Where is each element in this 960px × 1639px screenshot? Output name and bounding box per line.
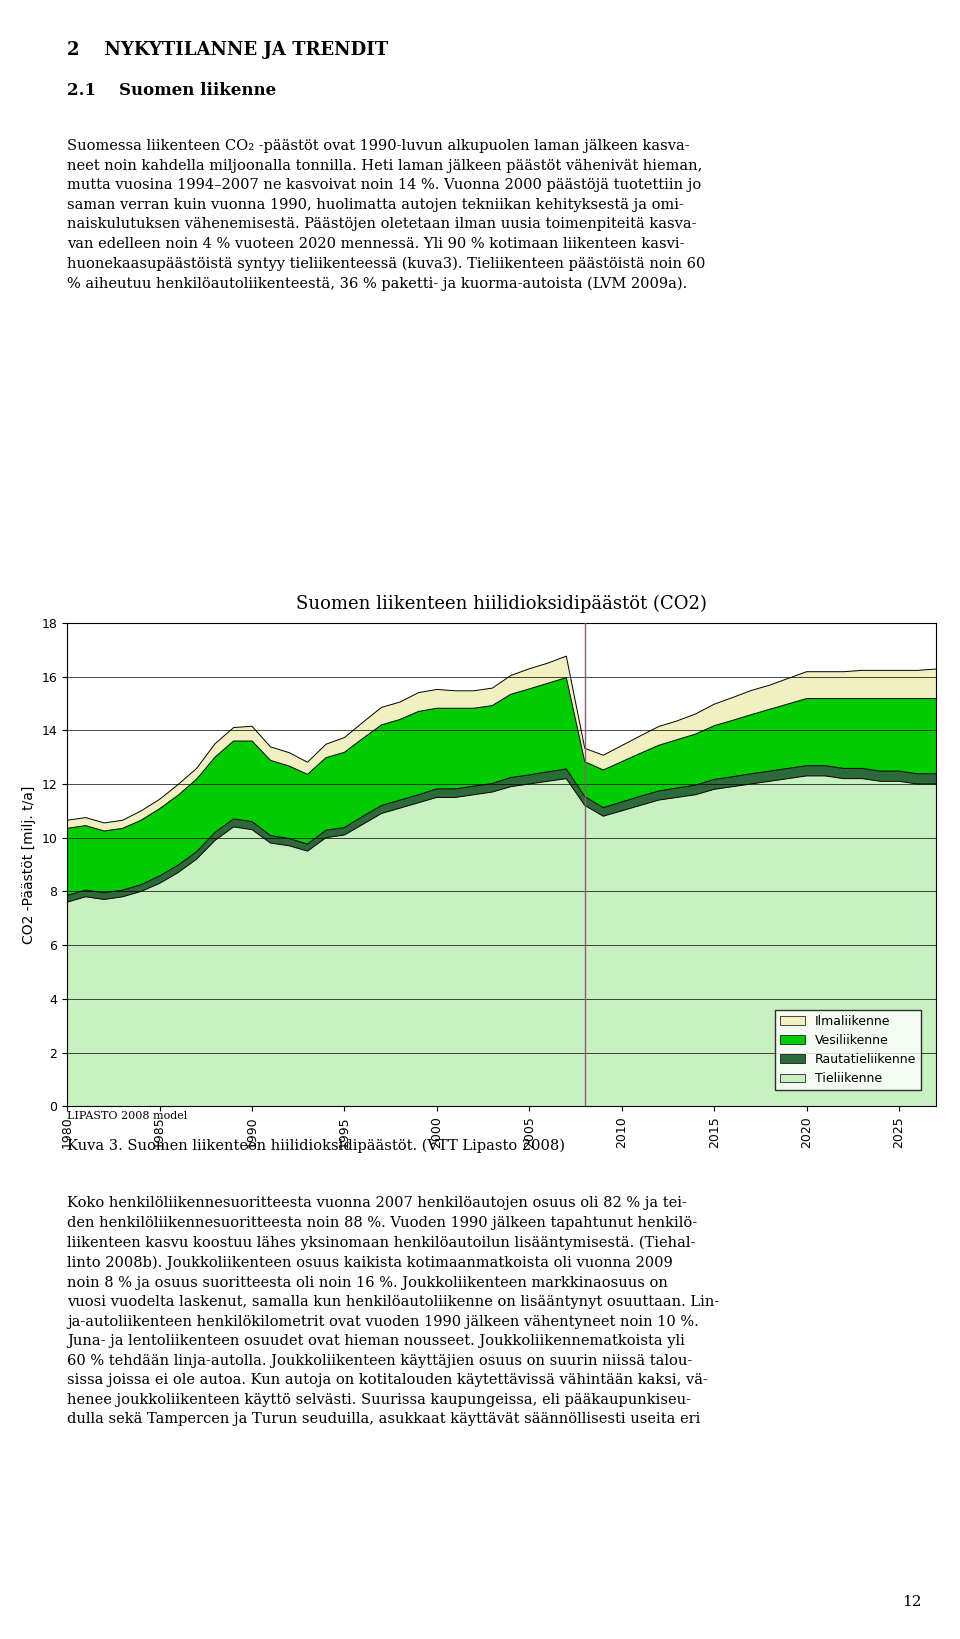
Text: 2    NYKYTILANNE JA TRENDIT: 2 NYKYTILANNE JA TRENDIT <box>67 41 389 59</box>
Text: LIPASTO 2008 model: LIPASTO 2008 model <box>67 1111 187 1121</box>
Y-axis label: CO2 -Päästöt [milj. t/a]: CO2 -Päästöt [milj. t/a] <box>22 785 36 944</box>
Text: 12: 12 <box>902 1595 922 1609</box>
Text: Koko henkilöliikennesuoritteesta vuonna 2007 henkilöautojen osuus oli 82 % ja te: Koko henkilöliikennesuoritteesta vuonna … <box>67 1196 719 1426</box>
Title: Suomen liikenteen hiilidioksidipäästöt (CO2): Suomen liikenteen hiilidioksidipäästöt (… <box>297 595 707 613</box>
Legend: Ilmaliikenne, Vesiliikenne, Rautatieliikenne, Tieliikenne: Ilmaliikenne, Vesiliikenne, Rautatieliik… <box>775 1010 921 1090</box>
Text: Suomessa liikenteen CO₂ -päästöt ovat 1990-luvun alkupuolen laman jälkeen kasva-: Suomessa liikenteen CO₂ -päästöt ovat 19… <box>67 139 706 292</box>
Text: 2.1    Suomen liikenne: 2.1 Suomen liikenne <box>67 82 276 98</box>
Text: Kuva 3. Suomen liikenteen hiilidioksidipäästöt. (VTT Lipasto 2008): Kuva 3. Suomen liikenteen hiilidioksidip… <box>67 1139 565 1154</box>
